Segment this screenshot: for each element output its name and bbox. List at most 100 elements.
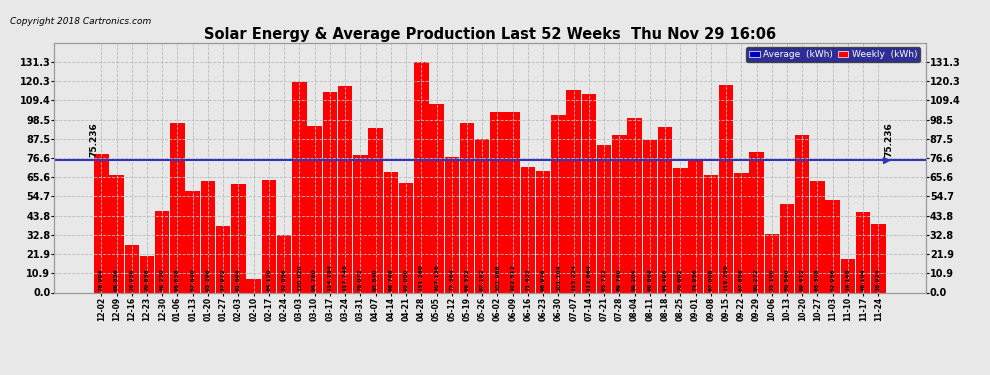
Text: 67.008: 67.008 [708,268,714,291]
Bar [719,85,734,292]
Text: 46.230: 46.230 [159,268,164,291]
Text: 66.856: 66.856 [114,268,119,291]
Bar [414,62,429,292]
Text: 102.512: 102.512 [510,264,515,291]
Text: 75.236: 75.236 [89,122,98,157]
Text: 117.748: 117.748 [343,264,347,291]
Text: 78.994: 78.994 [99,268,104,291]
Bar [216,226,231,292]
Bar [232,184,246,292]
Text: 118.256: 118.256 [724,264,729,291]
Text: 68.768: 68.768 [388,268,393,291]
Bar [383,172,398,292]
Text: 63.296: 63.296 [206,268,211,291]
Text: 46.104: 46.104 [860,268,865,291]
Bar [459,123,474,292]
Bar [490,112,505,292]
Bar [261,180,276,292]
Text: Copyright 2018 Cartronics.com: Copyright 2018 Cartronics.com [10,17,151,26]
Text: 107.136: 107.136 [434,264,439,291]
Bar [643,140,657,292]
Bar [734,173,748,292]
Text: 20.838: 20.838 [145,268,149,291]
Text: 80.272: 80.272 [754,268,759,291]
Bar [506,112,520,292]
Text: 19.148: 19.148 [845,268,850,291]
Text: 83.712: 83.712 [602,268,607,291]
Bar [475,140,489,292]
Bar [521,167,536,292]
Bar [810,182,825,292]
Bar [368,128,383,292]
Bar [536,171,550,292]
Bar [201,182,215,292]
Bar [170,123,185,292]
Text: 89.760: 89.760 [617,268,622,291]
Text: 61.694: 61.694 [236,268,241,291]
Bar [764,234,779,292]
Legend: Average  (kWh), Weekly  (kWh): Average (kWh), Weekly (kWh) [746,47,921,62]
Text: 93.840: 93.840 [373,268,378,291]
Text: 120.020: 120.020 [297,264,302,291]
Text: 115.224: 115.224 [571,264,576,291]
Text: 62.080: 62.080 [404,268,409,291]
Bar [109,175,124,292]
Bar [749,152,763,292]
Text: 99.204: 99.204 [633,268,638,291]
Text: 96.638: 96.638 [175,268,180,291]
Bar [125,245,139,292]
Text: 57.640: 57.640 [190,268,195,291]
Bar [155,211,169,292]
Bar [612,135,627,292]
Text: 74.956: 74.956 [693,268,698,291]
Bar [658,126,672,292]
Text: 70.692: 70.692 [678,268,683,291]
Bar [292,82,307,292]
Bar [445,157,459,292]
Text: 77.364: 77.364 [449,268,454,291]
Text: 114.184: 114.184 [328,264,333,291]
Text: 68.976: 68.976 [541,268,545,291]
Bar [673,168,688,292]
Title: Solar Energy & Average Production Last 52 Weeks  Thu Nov 29 16:06: Solar Energy & Average Production Last 5… [204,27,776,42]
Text: 37.972: 37.972 [221,268,226,291]
Text: 87.192: 87.192 [480,268,485,291]
Text: 101.104: 101.104 [556,264,561,291]
Bar [841,259,855,292]
Text: 89.412: 89.412 [800,268,805,291]
Bar [582,94,596,292]
Bar [856,211,870,292]
Text: 94.780: 94.780 [312,268,317,291]
Text: 67.856: 67.856 [739,268,743,291]
Bar [323,92,338,292]
Bar [826,200,840,292]
Text: 26.936: 26.936 [130,268,135,291]
Text: 71.432: 71.432 [526,268,531,291]
Bar [871,224,886,292]
Text: 112.864: 112.864 [586,264,591,291]
Text: 64.120: 64.120 [266,268,271,291]
Bar [277,235,291,292]
Bar [795,135,810,292]
Bar [566,90,581,292]
Bar [688,161,703,292]
Bar [94,154,109,292]
Bar [597,146,612,292]
Bar [628,118,642,292]
Bar [140,256,154,292]
Bar [551,115,565,292]
Bar [430,104,444,292]
Text: 94.496: 94.496 [662,268,667,291]
Bar [185,191,200,292]
Text: 102.968: 102.968 [495,264,500,291]
Text: 96.332: 96.332 [464,268,469,291]
Bar [338,86,352,292]
Text: 50.560: 50.560 [784,268,789,291]
Text: 32.856: 32.856 [281,268,287,291]
Bar [307,126,322,292]
Text: 52.956: 52.956 [831,268,836,291]
Text: 78.072: 78.072 [357,268,363,291]
Bar [247,279,261,292]
Text: 38.924: 38.924 [876,268,881,291]
Bar [353,155,367,292]
